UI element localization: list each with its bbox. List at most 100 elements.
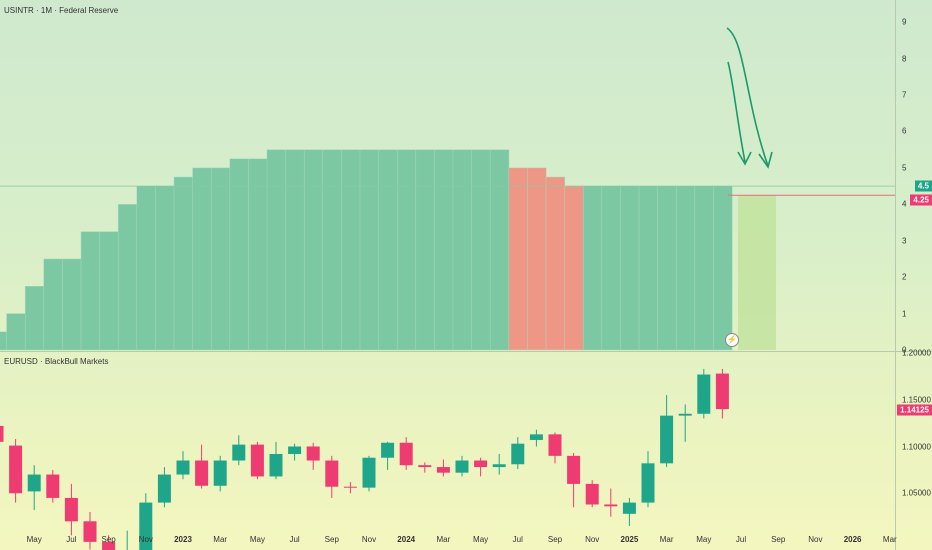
rate-bar <box>248 158 268 351</box>
candle-body <box>697 374 711 414</box>
pane-divider[interactable] <box>0 351 932 352</box>
x-tick-label: Nov <box>138 535 153 544</box>
rate-bar <box>285 149 305 351</box>
x-tick-label: Jul <box>735 535 747 544</box>
y-tick-label: 5 <box>902 163 907 173</box>
rate-bar <box>452 149 473 351</box>
x-tick-label: Sep <box>547 535 563 544</box>
rate-bar <box>136 185 156 351</box>
rate-bar <box>117 204 138 351</box>
candle-body <box>250 444 264 477</box>
x-tick-label: May <box>249 535 265 544</box>
candle-body <box>0 425 4 442</box>
x-tick-label: Nov <box>808 535 823 544</box>
rate-bar <box>80 231 101 351</box>
rate-bar <box>638 185 659 351</box>
candle-body <box>213 460 227 486</box>
rate-bar <box>694 185 714 351</box>
x-tick-label: Jul <box>512 535 523 544</box>
arrow-outer-head <box>758 151 773 169</box>
arrow-inner-head <box>737 151 752 166</box>
y-tick-label: 7 <box>902 90 907 100</box>
lightning-icon[interactable]: ⚡ <box>725 333 739 347</box>
current-rate-badge: 4.5 <box>914 180 932 192</box>
rate-bar <box>471 149 491 351</box>
rate-bar <box>173 176 194 351</box>
y-tick-label: 1.20000 <box>902 348 931 358</box>
candle-body <box>157 474 171 503</box>
rate-bar <box>43 258 63 351</box>
candle-body <box>381 442 395 458</box>
y-tick-label: 9 <box>902 17 907 27</box>
rate-bar <box>527 167 547 351</box>
y-tick-label: 1.10000 <box>902 442 931 451</box>
x-tick-label: Jul <box>66 535 77 544</box>
rate-bar <box>155 185 175 351</box>
rate-bar <box>434 149 454 351</box>
candle-body <box>306 446 320 461</box>
rate-bar <box>545 176 566 351</box>
candle-body <box>474 460 488 468</box>
y-tick-label: 1.15000 <box>902 395 931 405</box>
candle-body <box>269 453 283 477</box>
top-panel-title: USINTR · 1M · Federal Reserve <box>4 6 119 15</box>
current-price-badge: 1.14125 <box>897 404 932 416</box>
x-tick-label: May <box>696 535 712 544</box>
candle-body <box>83 521 97 542</box>
candle-body <box>529 434 543 440</box>
y-tick-label: 4 <box>902 199 907 209</box>
rate-bar <box>359 149 380 351</box>
candle-body <box>511 443 525 465</box>
rate-bar <box>582 185 603 351</box>
x-tick-label: 2024 <box>397 535 416 544</box>
candle-body <box>176 460 190 475</box>
y-tick-label: 1 <box>902 309 907 319</box>
candle-body <box>27 474 41 492</box>
candle-body <box>418 465 432 468</box>
candle-body <box>567 455 581 484</box>
rate-bar <box>675 185 696 351</box>
x-tick-label: Sep <box>771 535 786 544</box>
candle-body <box>604 504 618 507</box>
candle-body <box>622 502 636 514</box>
rate-bar <box>210 167 231 351</box>
rate-bar <box>713 185 733 351</box>
rate-bar <box>378 149 398 351</box>
candle-body <box>492 464 506 468</box>
price-scale-border <box>895 0 896 550</box>
rate-bar <box>657 185 677 351</box>
rate-bar <box>99 231 119 351</box>
rate-bar <box>620 185 640 351</box>
x-tick-label: Jul <box>289 535 300 544</box>
x-tick-label: May <box>26 535 42 544</box>
candle-body <box>139 502 153 550</box>
candle-body <box>362 457 376 488</box>
rate-bar <box>229 158 249 351</box>
rate-bar <box>508 167 528 351</box>
projection-area <box>738 195 776 350</box>
rate-bar <box>0 331 8 351</box>
rate-bar <box>6 313 26 351</box>
x-tick-label: Nov <box>585 535 600 544</box>
y-tick-label: 3 <box>902 236 907 246</box>
rate-bar <box>266 149 287 351</box>
rate-bar <box>192 167 212 351</box>
candle-body <box>288 446 302 454</box>
candle-body <box>9 445 23 494</box>
rate-bar <box>303 149 324 351</box>
bottom-panel-title: EURUSD · BlackBull Markets <box>4 357 109 366</box>
candle-body <box>102 541 116 550</box>
x-tick-label: Mar <box>213 535 228 544</box>
candle-body <box>195 460 209 486</box>
rate-bar <box>415 149 435 351</box>
candle-body <box>399 442 413 466</box>
candle-body <box>436 467 450 473</box>
y-tick-label: 6 <box>902 126 907 136</box>
rate-bar <box>322 149 342 351</box>
x-tick-label: 2026 <box>843 535 862 544</box>
x-tick-label: 2025 <box>620 535 639 544</box>
x-tick-label: Sep <box>101 535 116 544</box>
candle-body <box>343 486 357 488</box>
